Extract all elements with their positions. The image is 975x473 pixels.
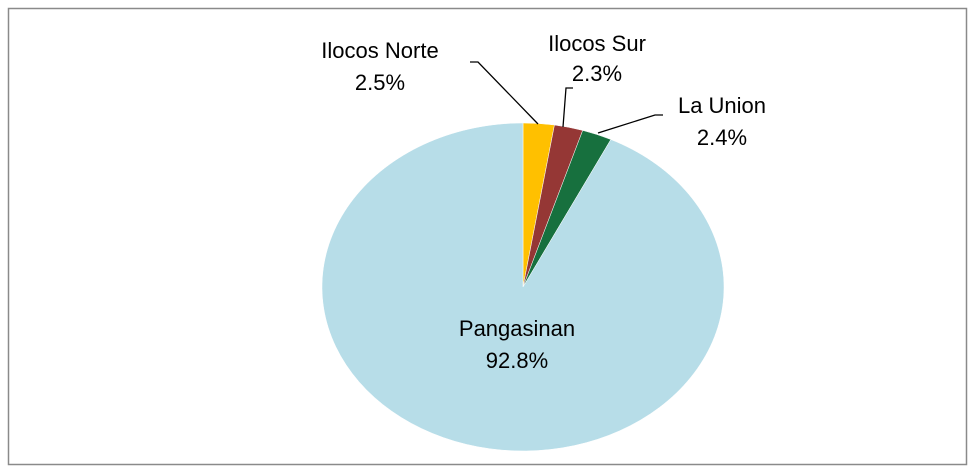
slice-label: Pangasinan xyxy=(459,316,575,341)
pie-slice xyxy=(321,122,725,452)
slice-label: Ilocos Sur xyxy=(548,31,646,56)
value-label: 2.5% xyxy=(355,70,405,95)
value-label: 2.3% xyxy=(572,61,622,86)
slice-label: La Union xyxy=(678,93,766,118)
value-label: 92.8% xyxy=(486,348,548,373)
pie xyxy=(321,122,725,452)
leader-line xyxy=(470,61,539,125)
leader-line xyxy=(562,87,573,128)
value-label: 2.4% xyxy=(697,125,747,150)
slice-label: Ilocos Norte xyxy=(321,38,438,63)
labels: Ilocos Norte 2.5% Ilocos Sur 2.3% La Union 2.… xyxy=(321,31,766,373)
leader-line xyxy=(597,114,663,134)
